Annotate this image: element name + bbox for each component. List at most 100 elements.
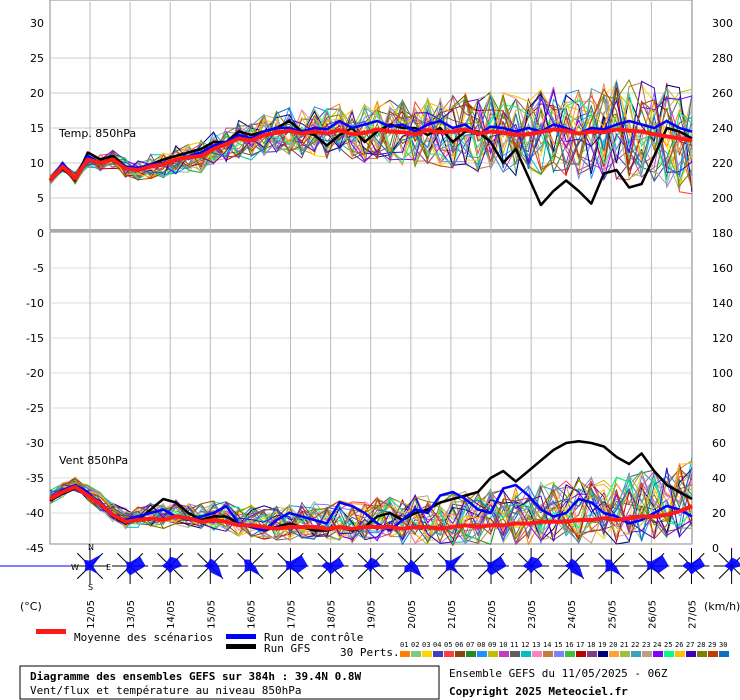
rose-shape (321, 557, 345, 575)
footer-copyright: Copyright 2025 Meteociel.fr (449, 685, 628, 698)
date-label: 27/05 (688, 600, 699, 629)
temp-right-tick: 260 (712, 87, 733, 100)
pert-swatch (499, 651, 509, 657)
temp-perturbation-line (49, 83, 693, 185)
pert-number: 27 (686, 641, 694, 649)
wind-right-tick: 140 (712, 297, 733, 310)
pert-swatch (444, 651, 454, 657)
pert-swatch (477, 651, 487, 657)
date-label: 23/05 (527, 600, 538, 629)
wind-rose (192, 548, 229, 584)
temp-right-tick: 300 (712, 17, 733, 30)
pert-number: 08 (477, 641, 485, 649)
pert-swatch (620, 651, 630, 657)
rose-shape (83, 553, 103, 575)
footer-subtitle: Vent/flux et température au niveau 850hP… (30, 684, 302, 697)
legend-gfs-swatch (226, 644, 256, 649)
pert-number: 17 (576, 641, 584, 649)
pert-swatch (631, 651, 641, 657)
axis-ticks: 302520151050300280260240220200180160-514… (26, 17, 733, 555)
date-label: 17/05 (287, 600, 298, 629)
pert-swatch (708, 651, 718, 657)
pert-swatch (521, 651, 531, 657)
rose-label-n: N (88, 543, 94, 552)
rose-spoke (197, 565, 211, 580)
pert-number: 10 (499, 641, 507, 649)
date-label: 14/05 (166, 600, 177, 629)
temp-series-0 (48, 127, 693, 182)
pert-number: 15 (554, 641, 562, 649)
footer-title: Diagramme des ensembles GEFS sur 384h : … (30, 670, 362, 683)
pert-number: 06 (455, 641, 463, 649)
date-label: 16/05 (246, 600, 257, 629)
date-label: 26/05 (647, 600, 658, 629)
wind-rose (352, 548, 389, 584)
wind-rose (513, 548, 550, 584)
legend-mean-label: Moyenne des scénarios (74, 631, 213, 644)
wind-series-2 (49, 440, 693, 532)
temp-right-tick: 180 (712, 227, 733, 240)
temp-perturbation-line (49, 93, 693, 181)
pert-swatch (587, 651, 597, 657)
wind-rose (432, 548, 469, 584)
pert-number: 21 (620, 641, 628, 649)
pert-number: 16 (565, 641, 573, 649)
wind-left-tick: -10 (26, 297, 44, 310)
wind-right-tick: 60 (712, 437, 726, 450)
rose-shape (444, 553, 464, 575)
wind-rose (713, 548, 740, 584)
pert-number: 09 (488, 641, 496, 649)
temp-perturbation-line (49, 87, 693, 182)
wind-rose (633, 548, 670, 584)
pert-number: 12 (521, 641, 529, 649)
wind-left-tick: -30 (26, 437, 44, 450)
wind-series-1 (49, 483, 693, 532)
wind-left-tick: -35 (26, 472, 44, 485)
rose-spoke (397, 552, 412, 567)
pert-swatch (411, 651, 421, 657)
pert-number: 13 (532, 641, 540, 649)
legend-gfs-label: Run GFS (264, 642, 310, 655)
wind-perturbation-line (49, 477, 693, 540)
pert-number: 05 (444, 641, 452, 649)
legend-control-swatch (226, 634, 256, 639)
pert-swatch (455, 651, 465, 657)
pert-swatch (576, 651, 586, 657)
wind-left-tick: -15 (26, 332, 44, 345)
wind-left-tick: -20 (26, 367, 44, 380)
temp-perturbation-line (49, 82, 693, 195)
date-label: 18/05 (327, 600, 338, 629)
rose-shape (243, 559, 261, 576)
pert-swatch (719, 651, 729, 657)
rose-shape (285, 555, 308, 574)
footer-box (19, 665, 440, 700)
date-label: 21/05 (447, 600, 458, 629)
wind-rose (232, 548, 269, 584)
rose-spoke (731, 565, 740, 576)
temp-right-tick: 240 (712, 122, 733, 135)
x-axis-dates: 12/05 13/05 14/05 15/05 16/05 17/05 18/05 19/05… (86, 600, 699, 629)
pert-swatch (466, 651, 476, 657)
rose-shape (682, 557, 706, 575)
date-label: 24/05 (567, 600, 578, 629)
wind-perturbation-line (49, 462, 693, 542)
legend-control-label: Run de contrôle (264, 631, 363, 644)
rose-shape (723, 557, 740, 573)
pert-swatch (510, 651, 520, 657)
pert-number: 03 (422, 641, 430, 649)
temp-perturbation-line (49, 78, 693, 188)
rose-shape (404, 559, 422, 577)
pert-number: 26 (675, 641, 683, 649)
rose-label-e: E (106, 563, 111, 572)
rose-shape (486, 556, 507, 576)
rose-shape (604, 559, 622, 576)
pert-number: 02 (411, 641, 419, 649)
wind-rose (112, 548, 149, 584)
date-label: 15/05 (206, 600, 217, 629)
date-label: 13/05 (126, 600, 137, 629)
wind-rose (553, 548, 590, 584)
rose-shape (125, 556, 146, 576)
first-wind-rose-labels: N S E W (71, 543, 111, 592)
main-series-lines (48, 119, 693, 532)
pert-swatch (675, 651, 685, 657)
